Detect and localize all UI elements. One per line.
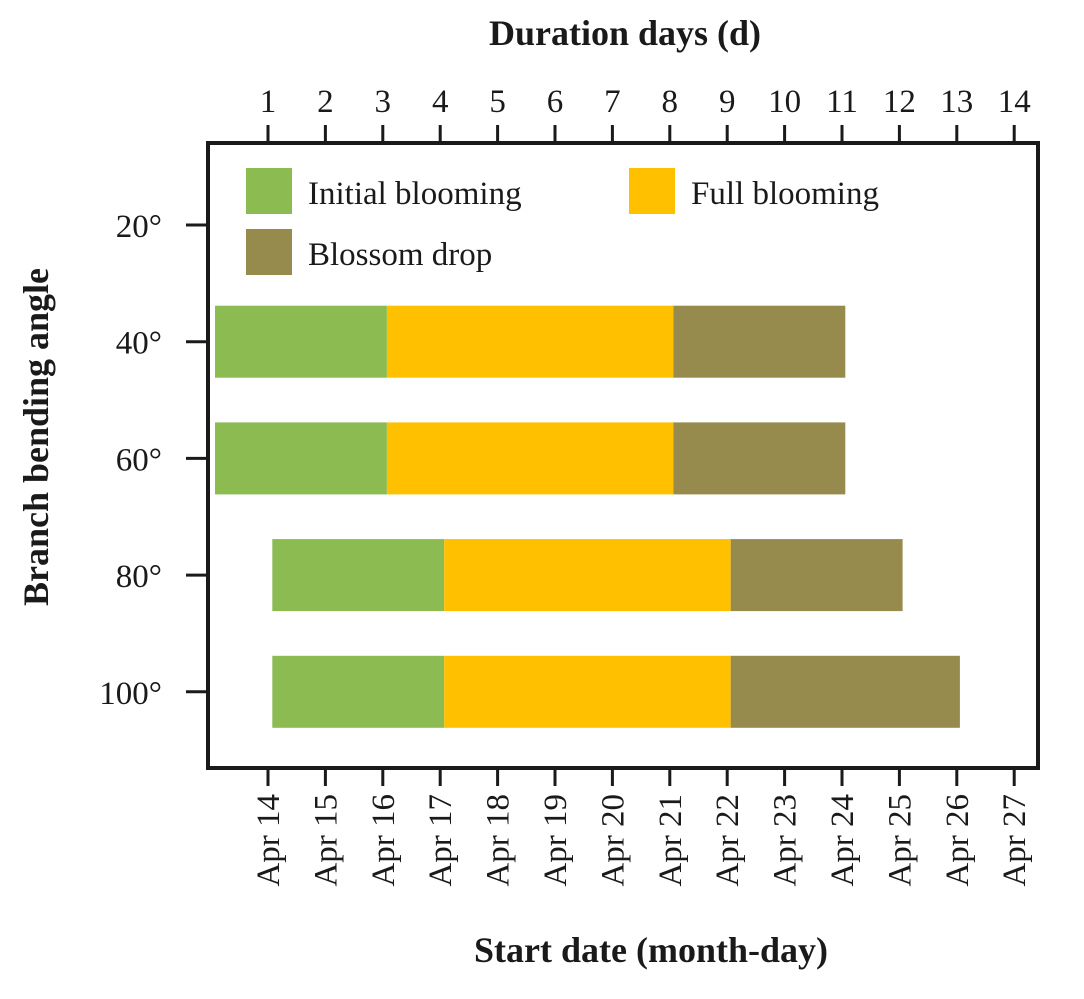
top-tick-label: 3 [375,84,392,120]
top-tick-label: 12 [883,84,916,120]
top-tick-label: 9 [719,84,736,120]
top-tick-label: 14 [998,84,1031,120]
top-tick-label: 13 [940,84,973,120]
legend-swatch [629,168,675,214]
bottom-tick-label: Apr 27 [997,794,1033,887]
bar-segment [730,655,960,728]
top-tick-label: 8 [662,84,679,120]
bottom-tick-label: Apr 25 [882,794,918,887]
top-tick-label: 11 [826,84,858,120]
bar-segment [272,655,445,728]
bottom-tick-label: Apr 18 [481,794,517,887]
top-axis-title: Duration days (d) [489,13,761,53]
bar-segment [215,422,387,495]
top-tick-label: 1 [260,84,277,120]
top-tick-label: 5 [489,84,506,120]
top-tick-label: 7 [604,84,621,120]
bars-layer [215,305,960,728]
bottom-tick-label: Apr 24 [825,794,861,887]
plot-frame [206,141,1040,770]
legend-label: Full blooming [691,176,879,212]
bottom-tick-label: Apr 15 [308,794,344,887]
bar-segment [730,539,903,612]
top-axis-ticks: 1 2 3 4 5 6 7 8 9 10 11 12 13 14 [260,84,1031,143]
bar-segment [444,539,731,612]
y-tick-label: 40° [116,326,162,362]
y-tick-label: 60° [116,442,162,478]
bar-segment [272,539,445,612]
legend: Initial blooming Full blooming Blossom dro… [246,168,879,275]
bar-segment [386,422,674,495]
y-axis-ticks: 20° 40° 60° 80° 100° [99,209,208,712]
bottom-tick-label: Apr 21 [653,794,689,887]
legend-swatch [246,229,292,275]
y-tick-label: 80° [116,559,162,595]
bottom-tick-label: Apr 20 [595,794,631,887]
bottom-tick-label: Apr 22 [710,794,746,887]
bottom-tick-label: Apr 14 [251,794,287,887]
bottom-axis-ticks: Apr 14 Apr 15 Apr 16 Apr 17 Apr 18 Apr 19 Apr … [251,768,1033,887]
y-tick-label: 20° [116,209,162,245]
bar-segment [673,422,846,495]
bar-segment [215,305,387,378]
top-tick-label: 10 [768,84,801,120]
bottom-tick-label: Apr 26 [940,794,976,887]
top-tick-label: 2 [317,84,334,120]
legend-swatch [246,168,292,214]
legend-label: Blossom drop [308,237,492,273]
bar-segment [386,305,674,378]
bottom-tick-label: Apr 23 [768,794,804,887]
bottom-axis-title: Start date (month-day) [474,930,828,970]
top-tick-label: 6 [547,84,564,120]
bottom-tick-label: Apr 16 [366,794,402,887]
y-tick-label: 100° [99,676,162,712]
bottom-tick-label: Apr 17 [423,794,459,887]
bottom-tick-label: Apr 19 [538,794,574,887]
bar-segment [673,305,846,378]
top-tick-label: 4 [432,84,449,120]
legend-label: Initial blooming [308,176,522,212]
y-axis-title: Branch bending angle [16,268,56,606]
bar-segment [444,655,731,728]
